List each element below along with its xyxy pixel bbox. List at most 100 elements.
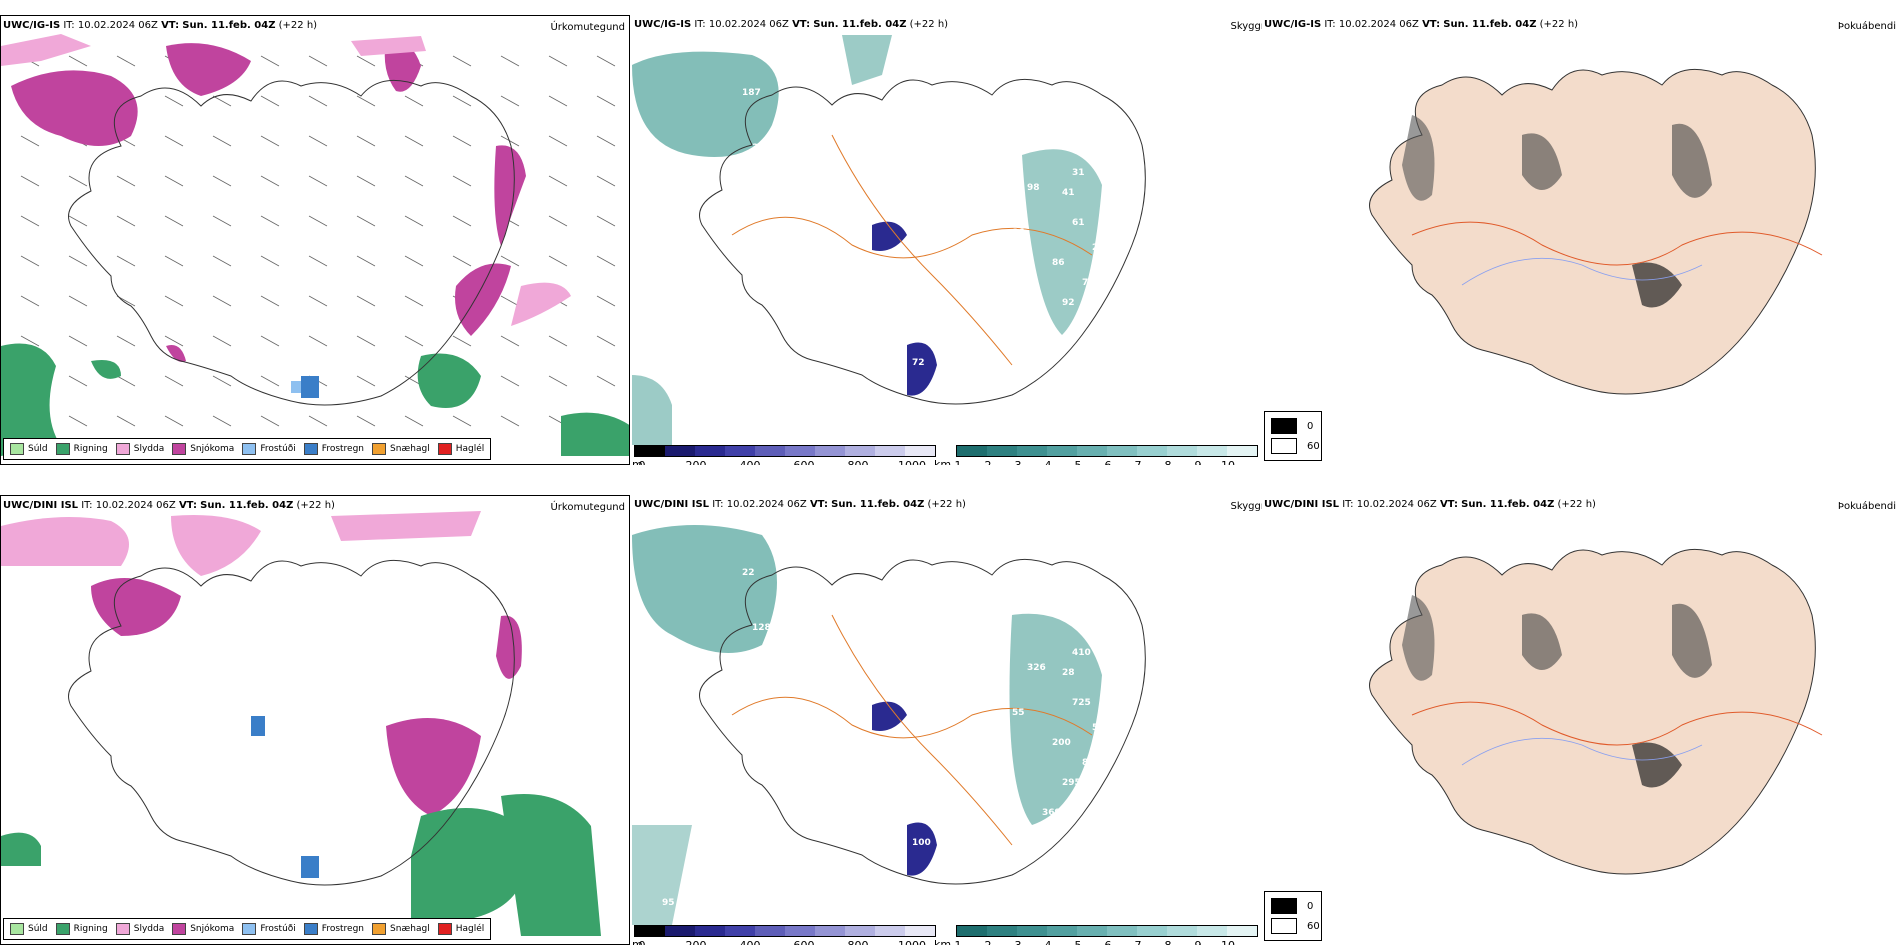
visibility-value-label: 208 xyxy=(1102,738,1121,748)
colorbar-cell xyxy=(635,446,665,456)
legend-swatch xyxy=(10,443,24,455)
colorbar-cell xyxy=(635,926,665,936)
legend-swatch xyxy=(172,923,187,935)
wind-barb xyxy=(596,175,616,187)
visibility-value-label: 80 xyxy=(1042,328,1055,338)
wind-barb xyxy=(20,135,40,147)
legend-swatch xyxy=(1271,438,1297,454)
wind-barb xyxy=(68,295,88,307)
precip-type-panel-bottom: UWC/DINI ISL IT: 10.02.2024 06Z VT: Sun.… xyxy=(0,495,630,945)
colorbar-tick: 2 xyxy=(985,939,992,945)
visibility-value-label: 94 xyxy=(1127,188,1140,198)
visibility-value-label: 79 xyxy=(932,718,945,728)
wind-barb xyxy=(164,375,184,387)
wind-barb xyxy=(596,255,616,267)
wind-barb xyxy=(452,335,472,347)
colorbar-cell xyxy=(845,446,875,456)
wind-barb xyxy=(404,335,424,347)
colorbar-tick: 4 xyxy=(1045,459,1052,465)
panel-subtitle: Skyggni xyxy=(1230,501,1262,512)
colorbar-cell xyxy=(1227,926,1257,936)
colorbar-tick: 400 xyxy=(740,939,761,945)
wind-barb xyxy=(404,295,424,307)
panel-subtitle: Úrkomutegund xyxy=(550,502,625,513)
wind-barb xyxy=(260,55,280,67)
colorbar-cell xyxy=(1197,446,1227,456)
colorbar-tick: 10 xyxy=(1221,939,1235,945)
wind-barb xyxy=(596,135,616,147)
vis-km-colorbar xyxy=(956,445,1258,457)
colorbar-cell xyxy=(1137,446,1167,456)
colorbar-tick: 0 xyxy=(639,459,646,465)
visibility-value-label: 86 xyxy=(1102,158,1115,168)
wind-barb xyxy=(260,215,280,227)
wind-barb xyxy=(596,95,616,107)
visibility-value-label: 100 xyxy=(912,838,931,848)
wind-barb xyxy=(68,415,88,427)
visibility-value-label: 725 xyxy=(1072,698,1091,708)
wind-barb xyxy=(404,95,424,107)
wind-barb xyxy=(260,175,280,187)
visibility-value-label: 61 xyxy=(1072,218,1085,228)
wind-barb xyxy=(452,55,472,67)
wind-barb xyxy=(500,295,520,307)
wind-barb xyxy=(308,415,328,427)
visibility-value-label: 147 xyxy=(1112,663,1131,673)
visibility-value-label: 187 xyxy=(742,88,761,98)
visibility-panel-bottom: UWC/DINI ISL IT: 10.02.2024 06Z VT: Sun.… xyxy=(632,495,1262,945)
colorbar-cell xyxy=(1047,446,1077,456)
wind-barb xyxy=(212,135,232,147)
colorbar-tick: 6 xyxy=(1105,939,1112,945)
wind-barb xyxy=(68,255,88,267)
colorbar-tick: 8 xyxy=(1165,939,1172,945)
colorbar-tick: 800 xyxy=(848,939,869,945)
wind-barb xyxy=(500,335,520,347)
visibility-value-label: 38 xyxy=(972,188,985,198)
vis-km-unit: km xyxy=(934,938,952,945)
colorbar-cell xyxy=(1017,926,1047,936)
visibility-value-label: 549 xyxy=(1092,723,1111,733)
wind-barb xyxy=(596,295,616,307)
colorbar-cell xyxy=(1077,926,1107,936)
wind-barb xyxy=(116,175,136,187)
colorbar-cell xyxy=(905,926,935,936)
wind-barb xyxy=(212,295,232,307)
wind-barb xyxy=(260,375,280,387)
wind-barb xyxy=(500,415,520,427)
precip-type-legend: Súld Rigning Slydda Snjókoma Frostúði Fr… xyxy=(3,438,492,460)
fog-panel-bottom: UWC/DINI ISL IT: 10.02.2024 06Z VT: Sun.… xyxy=(1262,495,1900,945)
visibility-value-label: 72 xyxy=(912,358,925,368)
legend-swatch xyxy=(242,443,257,455)
visibility-value-label: 75 xyxy=(932,378,945,388)
wind-barb xyxy=(164,415,184,427)
wind-barb xyxy=(212,255,232,267)
colorbar-tick: 600 xyxy=(794,459,815,465)
wind-barb xyxy=(404,175,424,187)
fog-panel-top: UWC/IG-IS IT: 10.02.2024 06Z VT: Sun. 11… xyxy=(1262,15,1900,465)
wind-barb xyxy=(500,95,520,107)
wind-barb xyxy=(164,175,184,187)
visibility-value-label: 41 xyxy=(1062,188,1075,198)
legend-swatch xyxy=(55,923,70,935)
colorbar-cell xyxy=(1137,926,1167,936)
colorbar-tick: 800 xyxy=(848,459,869,465)
panel-subtitle: Skyggni xyxy=(1230,21,1262,32)
colorbar-cell xyxy=(875,926,905,936)
visibility-value-label: 359 xyxy=(752,143,771,153)
colorbar-cell xyxy=(987,446,1017,456)
vis-m-unit: m xyxy=(632,458,643,465)
wind-barb xyxy=(260,95,280,107)
wind-barb xyxy=(500,255,520,267)
legend-swatch xyxy=(172,443,187,455)
visibility-value-label: 121 xyxy=(932,238,951,248)
colorbar-cell xyxy=(1077,446,1107,456)
visibility-value-label: 79 xyxy=(1082,278,1095,288)
colorbar-cell xyxy=(755,926,785,936)
precip-type-legend: Súld Rigning Slydda Snjókoma Frostúði Fr… xyxy=(3,918,492,940)
wind-barb xyxy=(164,95,184,107)
wind-barb xyxy=(548,135,568,147)
colorbar-cell xyxy=(875,446,905,456)
visibility-value-label: 134 xyxy=(1102,638,1121,648)
wind-barb xyxy=(548,55,568,67)
